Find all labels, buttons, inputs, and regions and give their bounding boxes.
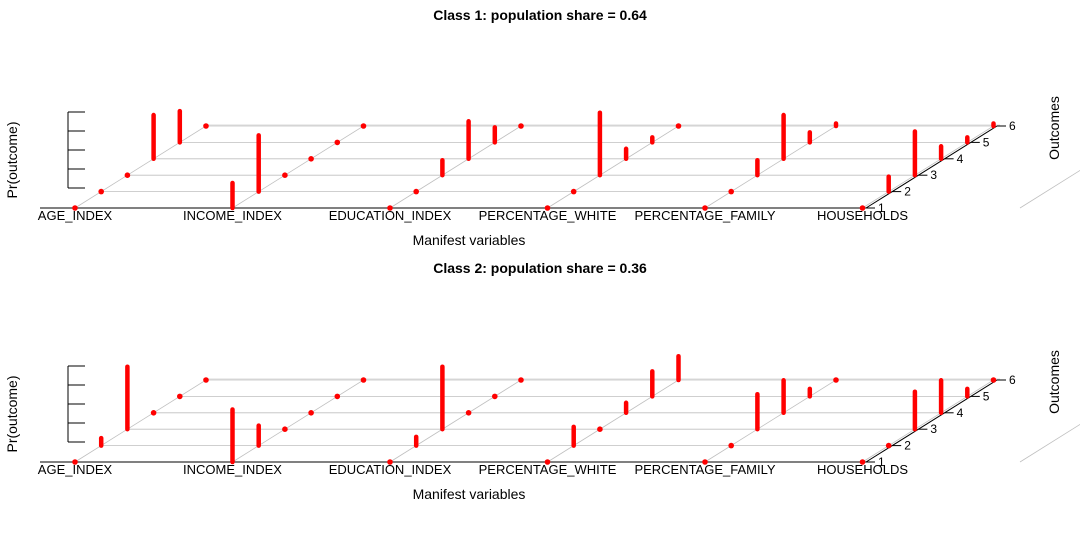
depth-gridline (547, 379, 679, 463)
outcome-tick-label: 1 (878, 201, 885, 215)
category-label: HOUSEHOLDS (817, 462, 908, 477)
bar-point (124, 172, 131, 178)
category-label: AGE_INDEX (38, 208, 113, 223)
bar-point (334, 139, 341, 146)
outcome-tick-label: 4 (957, 152, 964, 166)
depth-gridline (1019, 423, 1080, 463)
outcome-tick-label: 3 (930, 168, 937, 182)
bar-point (728, 188, 734, 195)
category-label: PERCENTAGE_FAMILY (634, 462, 775, 477)
bar-point (203, 123, 209, 129)
outcome-tick-label: 5 (983, 389, 990, 403)
bar-point (177, 393, 183, 400)
bar-point (859, 205, 866, 211)
bar-point (728, 442, 734, 449)
bar-point (282, 172, 288, 178)
bar-point (990, 377, 997, 383)
category-label: PERCENTAGE_WHITE (479, 208, 617, 223)
category-label: PERCENTAGE_WHITE (479, 462, 617, 477)
outcome-axis-line (865, 125, 998, 209)
outcome-tick-label: 2 (904, 185, 911, 199)
class-2-title: Class 2: population share = 0.36 (433, 260, 647, 276)
outcome-tick-label: 5 (983, 135, 990, 149)
bar-point (150, 410, 157, 416)
outcome-tick-label: 6 (1009, 373, 1016, 387)
depth-gridline (704, 379, 837, 463)
depth-gridline (232, 379, 364, 463)
bar-point (72, 459, 78, 465)
bar-point (702, 205, 708, 211)
bar-point (72, 205, 78, 211)
outcome-axis-line (865, 379, 998, 463)
category-label: EDUCATION_INDEX (329, 462, 452, 477)
class-1-panel: Class 1: population share = 0.64 Manifes… (4, 7, 1080, 248)
outcome-tick-label: 3 (930, 422, 937, 436)
outcome-tick-label: 2 (904, 439, 911, 453)
bar-point (360, 377, 367, 383)
bar-point (597, 426, 603, 433)
depth-gridline (389, 125, 522, 209)
depth-gridline (547, 125, 679, 209)
bar-point (308, 410, 314, 416)
depth-gridline (704, 125, 837, 209)
class-2-ylabel: Pr(outcome) (4, 375, 20, 452)
outcome-tick-label: 6 (1009, 119, 1016, 133)
depth-gridline (389, 379, 522, 463)
bar-point (518, 123, 524, 129)
bar-point (544, 459, 551, 465)
bar-point (859, 459, 866, 465)
depth-gridline (232, 125, 364, 209)
bar-point (282, 426, 288, 433)
bar-point (885, 442, 892, 449)
bar-point (387, 459, 393, 465)
bar-point (675, 123, 682, 129)
bar-point (492, 393, 498, 400)
category-label: EDUCATION_INDEX (329, 208, 452, 223)
category-label: PERCENTAGE_FAMILY (634, 208, 775, 223)
category-label: INCOME_INDEX (183, 462, 282, 477)
bar-point (413, 188, 420, 195)
bar-point (518, 377, 524, 383)
bar-point (98, 188, 104, 195)
class-2-panel: Class 2: population share = 0.36 Manifes… (4, 260, 1080, 502)
class-1-zlabel: Outcomes (1046, 96, 1062, 160)
bar-point (334, 393, 341, 400)
bar-point (702, 459, 708, 465)
bar-point (203, 377, 209, 383)
bar-point (544, 205, 551, 211)
category-label: INCOME_INDEX (183, 208, 282, 223)
class-1-xlabel: Manifest variables (413, 232, 526, 248)
bar-point (308, 156, 314, 162)
outcome-tick-label: 4 (957, 406, 964, 420)
bar-point (387, 205, 393, 211)
depth-gridline (862, 125, 994, 209)
class-1-ylabel: Pr(outcome) (4, 121, 20, 198)
class-2-zlabel: Outcomes (1046, 350, 1062, 414)
depth-gridline (74, 125, 207, 209)
bar-point (833, 377, 839, 383)
bar-point (465, 410, 472, 416)
bar-point (570, 188, 577, 195)
depth-gridline (862, 379, 994, 463)
category-label: HOUSEHOLDS (817, 208, 908, 223)
category-label: AGE_INDEX (38, 462, 113, 477)
outcome-tick-label: 1 (878, 455, 885, 469)
depth-gridline (74, 379, 207, 463)
depth-gridline (1019, 169, 1080, 209)
bar-point (360, 123, 367, 129)
class-2-xlabel: Manifest variables (413, 486, 526, 502)
class-1-title: Class 1: population share = 0.64 (433, 7, 647, 23)
